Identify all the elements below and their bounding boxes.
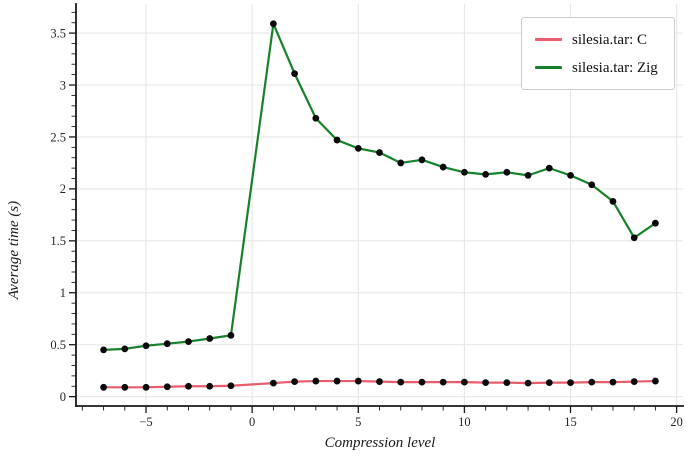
- data-series-lines: [102, 22, 657, 389]
- legend-label-c: silesia.tar: C: [572, 31, 647, 48]
- svg-text:3.5: 3.5: [50, 26, 66, 40]
- axis-tick-labels: −5 0 5 10 15 20 0 0.5 1 1.5 2 2.5 3 3.5: [50, 26, 683, 429]
- legend-swatch-c-line: [535, 38, 562, 41]
- svg-text:−5: −5: [139, 415, 152, 429]
- series-line-1: [102, 22, 657, 352]
- axis-spines: [75, 3, 684, 407]
- svg-text:2.5: 2.5: [50, 130, 66, 144]
- svg-text:20: 20: [670, 415, 683, 429]
- legend-label-zig: silesia.tar: Zig: [572, 59, 658, 76]
- legend-entry-zig: silesia.tar: Zig: [535, 59, 664, 77]
- legend-entry-c: silesia.tar: C: [535, 31, 664, 49]
- svg-text:10: 10: [458, 415, 471, 429]
- svg-text:1: 1: [60, 286, 66, 300]
- svg-text:5: 5: [355, 415, 361, 429]
- y-axis-label: Average time (s): [6, 201, 22, 300]
- svg-text:3: 3: [60, 78, 66, 92]
- svg-text:0: 0: [249, 415, 255, 429]
- legend: silesia.tar: C silesia.tar: Zig: [521, 17, 675, 90]
- data-point-markers: [100, 20, 659, 391]
- x-axis-label: Compression level: [325, 435, 436, 451]
- svg-text:0: 0: [60, 390, 66, 404]
- svg-text:15: 15: [564, 415, 577, 429]
- svg-text:2: 2: [60, 182, 66, 196]
- svg-text:1.5: 1.5: [50, 234, 66, 248]
- series-line-0: [102, 379, 657, 389]
- legend-swatch-zig-line: [535, 66, 562, 69]
- svg-text:0.5: 0.5: [50, 338, 66, 352]
